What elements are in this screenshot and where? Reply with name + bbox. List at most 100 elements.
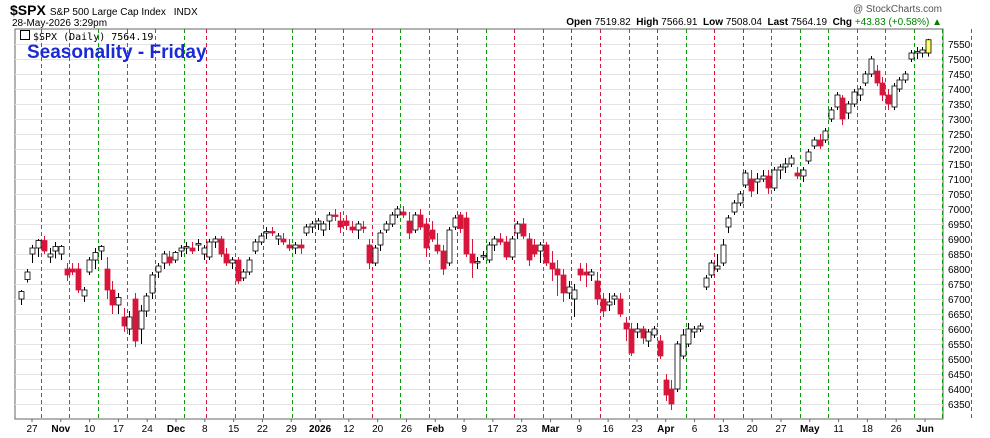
candle [879,82,886,96]
candle [35,240,42,249]
x-tick-label: Apr [657,424,674,435]
x-tick-label: 2026 [309,424,332,435]
candle [549,262,556,270]
chart-title: Seasonality - Friday [27,42,207,63]
candle [320,223,327,231]
x-tick-label: 23 [516,424,528,435]
y-tick-label: 6950 [948,220,971,231]
chart-legend: $SPX (Daily) 7564.19 [20,30,153,43]
candle [509,238,516,258]
legend-text: $SPX (Daily) 7564.19 [33,32,154,43]
candle [286,244,293,249]
candle [645,331,652,342]
candle [189,247,196,252]
candle [520,223,527,237]
candle [383,223,390,231]
candle [178,247,185,252]
candle [668,388,675,405]
candle [566,286,573,294]
candle [588,271,595,276]
candle [577,268,584,276]
x-tick-label: 26 [401,424,413,435]
candle [166,256,173,264]
high-label: High [636,17,659,28]
candle [303,226,310,234]
x-tick-label: 27 [26,424,38,435]
y-tick-label: 7500 [948,55,971,66]
open-value: 7519.82 [594,17,631,28]
candle [623,322,630,330]
candle [52,246,59,252]
candle [440,250,447,270]
candle [457,214,464,229]
x-tick-label: 15 [228,424,240,435]
candle [417,214,424,228]
candle [412,214,419,231]
candle [760,175,767,180]
candle [58,246,65,255]
y-tick-label: 6450 [948,370,971,381]
datetime: 28-May-2026 3:29pm [12,18,108,29]
symbol-header: $SPX S&P 500 Large Cap Index INDX [10,2,198,18]
candle [138,310,145,330]
candle [805,151,812,162]
candle [737,193,744,204]
candle [366,244,373,264]
candle [400,211,407,216]
y-tick-label: 6650 [948,310,971,321]
candle [617,298,624,315]
x-tick-label: Feb [426,424,444,435]
candle [81,289,88,297]
candle [822,130,829,141]
y-tick-label: 7400 [948,85,971,96]
x-tick-label: 9 [577,424,583,435]
candle [663,379,670,396]
candle [514,223,521,234]
candle [195,243,202,246]
open-label: Open [566,17,592,28]
candle [857,88,864,96]
candle [628,328,635,354]
x-tick-label: 16 [603,424,615,435]
candle [75,268,82,291]
candle [429,229,436,240]
candle [765,175,772,189]
candle [337,220,344,228]
x-tick-label: 8 [202,424,208,435]
candle [703,277,710,288]
candle [372,247,379,264]
y-tick-label: 7150 [948,160,971,171]
y-tick-label: 7550 [948,40,971,51]
candle [258,235,265,243]
candle [69,268,76,273]
candle [246,259,253,273]
candle [560,274,567,294]
candle [497,238,504,243]
candle [109,289,116,306]
candle [817,139,824,147]
candle [155,265,162,273]
exchange: INDX [173,7,198,18]
x-tick-label: Jun [916,424,934,435]
candle [172,252,179,261]
candle [640,328,647,339]
candle [811,139,818,147]
ohlc-readout: Open 7519.82 High 7566.91 Low 7508.04 La… [566,17,942,28]
candle [685,328,692,345]
candle [98,246,105,252]
legend-swatch-icon [20,30,30,40]
x-tick-label: Mar [542,424,560,435]
x-tick-label: 18 [862,424,874,435]
candle [480,255,487,258]
candle [161,253,168,264]
candle [862,73,869,84]
x-tick-label: 11 [833,424,844,435]
candle [92,252,99,261]
candle [252,241,259,252]
candle [742,172,749,186]
candle [377,232,384,246]
candle [800,169,807,177]
candle [469,253,476,264]
candle [868,58,875,75]
